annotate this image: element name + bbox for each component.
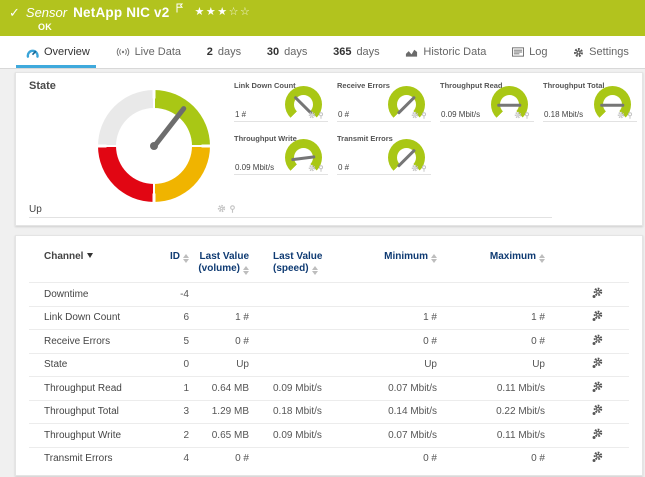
gauge-label: Transmit Errors xyxy=(337,131,434,143)
gauge-pin-icon[interactable] xyxy=(421,164,427,173)
table-row-throughput-read: Throughput Read 1 0.64 MB 0.09 Mbit/s 0.… xyxy=(29,376,629,400)
table-row-link-down-count: Link Down Count 6 1 # 1 # 1 # xyxy=(29,306,629,330)
gauges-panel: State Up Link Down Count 1 # xyxy=(15,72,643,226)
channel-settings-icon[interactable] xyxy=(592,287,603,299)
gauge-pin-icon[interactable] xyxy=(627,111,633,120)
sensor-tab-bar: Overview Live Data 2days 30days 365days … xyxy=(0,36,645,69)
channel-settings-icon[interactable] xyxy=(592,310,603,322)
gauge-cell-link-down-count[interactable]: Link Down Count 1 # xyxy=(234,78,331,126)
gauge-pin-icon[interactable] xyxy=(318,164,324,173)
tab-30-days[interactable]: 30days xyxy=(257,36,318,68)
priority-flag-icon[interactable] xyxy=(176,3,183,13)
gauge-pin-icon[interactable] xyxy=(524,111,530,120)
gauge-cell-throughput-read[interactable]: Throughput Read 0.09 Mbit/s xyxy=(440,78,537,126)
stars-filled[interactable]: ★★★ xyxy=(194,6,228,18)
state-gauge-gear-icon[interactable] xyxy=(217,204,226,214)
gauge-needle xyxy=(498,103,522,106)
column-header-maximum[interactable]: Maximum xyxy=(437,251,545,263)
gauge-needle xyxy=(601,103,625,106)
tab-2-days[interactable]: 2days xyxy=(197,36,251,68)
gauge-gear-icon[interactable] xyxy=(617,111,625,120)
column-header-last-value-volume[interactable]: Last Value (volume) xyxy=(189,251,249,275)
gauge-gear-icon[interactable] xyxy=(514,111,522,120)
status-ok-check-icon: ✓ xyxy=(9,5,20,20)
tab-365-days[interactable]: 365days xyxy=(323,36,390,68)
channel-settings-icon[interactable] xyxy=(592,451,603,463)
gauge-icon xyxy=(26,47,39,58)
column-header-last-value-speed[interactable]: Last Value (speed) xyxy=(249,251,341,275)
state-gauge-value: Up xyxy=(29,204,42,215)
gauge-value: 0 # xyxy=(338,163,349,172)
gauge-value: 1 # xyxy=(235,110,246,119)
gauge-pin-icon[interactable] xyxy=(421,111,427,120)
sensor-status-header: ✓ Sensor NetApp NIC v2 ★★★☆☆ OK xyxy=(0,0,645,36)
sort-down-icon xyxy=(87,253,93,258)
favorite-rating-stars[interactable]: ★★★☆☆ xyxy=(194,5,251,20)
gauge-gear-icon[interactable] xyxy=(411,111,419,120)
sort-icons xyxy=(539,254,545,263)
gauge-cell-throughput-total[interactable]: Throughput Total 0.18 Mbit/s xyxy=(543,78,640,126)
stars-empty[interactable]: ☆☆ xyxy=(229,6,252,18)
gauge-label: Receive Errors xyxy=(337,78,434,90)
channels-table-header: Channel ID Last Value (volume) Last Valu… xyxy=(29,251,629,282)
table-row-receive-errors: Receive Errors 5 0 # 0 # 0 # xyxy=(29,329,629,353)
column-header-minimum[interactable]: Minimum xyxy=(341,251,437,263)
log-icon xyxy=(512,47,524,57)
gauge-value: 0.09 Mbit/s xyxy=(441,110,480,119)
channels-table-panel: Channel ID Last Value (volume) Last Valu… xyxy=(15,235,643,476)
gauge-gear-icon[interactable] xyxy=(308,164,316,173)
sort-icons xyxy=(312,266,318,275)
gauge-value: 0.18 Mbit/s xyxy=(544,110,583,119)
small-gauges-grid: Link Down Count 1 # Receive Errors 0 # xyxy=(234,78,640,179)
tab-historic-data[interactable]: Historic Data xyxy=(395,36,496,68)
gauge-cell-throughput-write[interactable]: Throughput Write 0.09 Mbit/s xyxy=(234,131,331,179)
table-row-transmit-errors: Transmit Errors 4 0 # 0 # 0 # xyxy=(29,447,629,471)
gauge-label: Throughput Read xyxy=(440,78,537,90)
table-row-state: State 0 Up Up Up xyxy=(29,353,629,377)
state-gauge[interactable] xyxy=(98,90,210,202)
gauge-cell-transmit-errors[interactable]: Transmit Errors 0 # xyxy=(337,131,434,179)
channel-settings-icon[interactable] xyxy=(592,404,603,416)
state-gauge-pin-icon[interactable] xyxy=(229,204,236,214)
channel-settings-icon[interactable] xyxy=(592,357,603,369)
gauge-pin-icon[interactable] xyxy=(318,111,324,120)
sensor-status-badge: OK xyxy=(38,22,635,32)
gauge-label: Throughput Total xyxy=(543,78,640,90)
channel-settings-icon[interactable] xyxy=(592,381,603,393)
gauge-value: 0.09 Mbit/s xyxy=(235,163,274,172)
gauge-label: Link Down Count xyxy=(234,78,331,90)
sensor-overview-content: State Up Link Down Count 1 # xyxy=(0,69,645,476)
gauge-gear-icon[interactable] xyxy=(308,111,316,120)
channel-settings-icon[interactable] xyxy=(592,428,603,440)
sensor-title: NetApp NIC v2 xyxy=(73,5,169,20)
state-gauge-underline xyxy=(29,217,552,218)
historic-data-icon xyxy=(405,47,418,58)
gauge-cell-receive-errors[interactable]: Receive Errors 0 # xyxy=(337,78,434,126)
tab-log[interactable]: Log xyxy=(502,36,557,68)
object-kind-label: Sensor xyxy=(26,5,67,20)
column-header-channel[interactable]: Channel xyxy=(29,251,159,263)
gauge-gear-icon[interactable] xyxy=(411,164,419,173)
live-data-icon xyxy=(116,47,130,57)
gauge-value: 0 # xyxy=(338,110,349,119)
tab-overview[interactable]: Overview xyxy=(16,36,100,68)
tab-settings[interactable]: Settings xyxy=(563,36,639,68)
gear-icon xyxy=(573,47,584,58)
channel-settings-icon[interactable] xyxy=(592,334,603,346)
state-gauge-label: State xyxy=(29,80,56,92)
table-row-throughput-write: Throughput Write 2 0.65 MB 0.09 Mbit/s 0… xyxy=(29,423,629,447)
gauge-label: Throughput Write xyxy=(234,131,331,143)
column-header-id[interactable]: ID xyxy=(159,251,189,263)
tab-live-data[interactable]: Live Data xyxy=(106,36,191,68)
table-row-throughput-total: Throughput Total 3 1.29 MB 0.18 Mbit/s 0… xyxy=(29,400,629,424)
table-row-downtime: Downtime -4 xyxy=(29,282,629,306)
